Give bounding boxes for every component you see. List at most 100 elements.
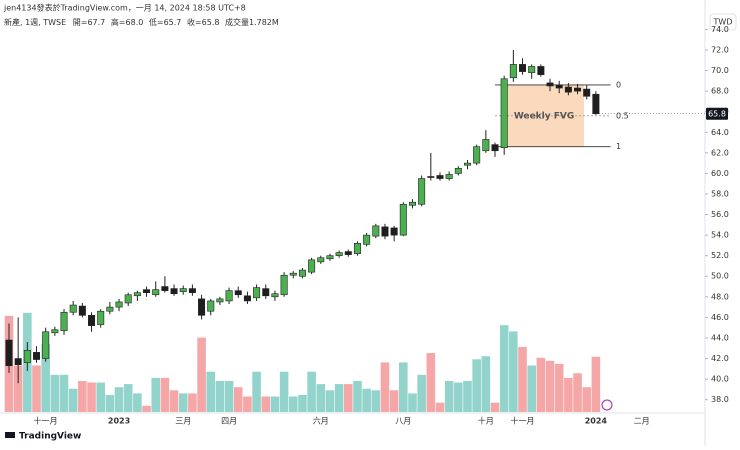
candle-body — [363, 234, 371, 245]
candle-body — [436, 175, 444, 179]
fvg-level-label: 0 — [616, 80, 621, 89]
candle-body — [298, 269, 306, 277]
fvg-level-label: 1 — [616, 142, 621, 151]
volume-bar — [243, 396, 252, 412]
volume-bar — [371, 390, 381, 412]
y-tick-label: 50.0 — [711, 272, 729, 281]
y-tick-label: 44.0 — [711, 333, 729, 342]
volume-bar — [59, 374, 69, 412]
volume-bar — [188, 393, 197, 412]
volume-bar — [545, 360, 555, 412]
candle-body — [528, 66, 536, 73]
volume-bar — [41, 343, 50, 412]
candle-body — [88, 315, 96, 326]
candle-body — [124, 294, 132, 304]
fvg-label: Weekly FVG — [514, 111, 574, 121]
candle-body — [198, 298, 206, 316]
x-tick-label: 2023 — [108, 417, 130, 426]
y-tick-label: 40.0 — [711, 375, 729, 384]
volume-bar — [435, 402, 445, 412]
candle-body — [216, 298, 224, 303]
volume-bar — [463, 381, 472, 412]
volume-bar — [426, 353, 436, 412]
candle-body — [482, 139, 490, 152]
volume-bar — [142, 405, 151, 412]
volume-bar — [564, 377, 573, 412]
volume-bar — [215, 381, 225, 412]
volume-bar — [472, 359, 481, 412]
volume-bar — [591, 356, 601, 412]
candle-body — [519, 64, 527, 72]
y-tick-label: 48.0 — [711, 292, 729, 301]
volume-bar — [499, 325, 509, 412]
candle-body — [326, 255, 334, 260]
volume-bar — [325, 390, 335, 412]
volume-bar — [68, 388, 78, 412]
candle-body — [592, 93, 600, 115]
volume-bar — [224, 381, 234, 412]
y-tick-label: 52.0 — [711, 251, 729, 260]
candle-body — [473, 146, 481, 164]
x-tick-label: 三月 — [175, 417, 191, 426]
x-tick-label: 十一月 — [34, 416, 58, 426]
y-tick-label: 38.0 — [711, 395, 729, 404]
volume-bar — [197, 337, 206, 412]
volume-bar — [518, 346, 527, 412]
volume-bar — [362, 388, 371, 412]
currency-box[interactable] — [709, 13, 737, 31]
candle-body — [179, 288, 187, 292]
close: 收=65.8 — [187, 17, 220, 27]
event-icon[interactable] — [601, 399, 613, 411]
candle-body — [33, 352, 41, 360]
candle-body — [537, 66, 545, 75]
low: 低=65.7 — [149, 17, 182, 27]
candle-body — [555, 84, 563, 89]
candle-body — [23, 349, 31, 363]
candle-body — [308, 259, 316, 273]
price-pane: 0 0.5 1 Weekly FVG — [5, 49, 705, 384]
volume-bar — [13, 365, 23, 412]
candle-body — [106, 306, 114, 312]
candle-body — [408, 201, 416, 206]
y-tick-label: 60.0 — [711, 169, 729, 178]
volume-bar — [114, 387, 124, 412]
candle-body — [564, 86, 572, 93]
candle-body — [69, 304, 77, 313]
currency: TWD — [713, 18, 733, 27]
candle-body — [271, 293, 279, 298]
candle-body — [42, 331, 50, 359]
candle-body — [353, 243, 361, 254]
volume-bar — [454, 382, 463, 412]
y-tick-label: 70.0 — [711, 66, 729, 75]
candle-body — [207, 300, 215, 312]
open: 開=67.7 — [73, 18, 106, 27]
y-tick-label: 54.0 — [711, 231, 729, 240]
volume-bar — [380, 362, 390, 412]
legend-header: 新產, 1週, TWSE 開=67.7 高=68.0 低=65.7 收=65.8… — [4, 17, 279, 27]
volume-bar — [316, 384, 326, 412]
candle-body — [133, 292, 141, 297]
volume-bar — [298, 394, 307, 412]
volume-bar — [307, 371, 316, 412]
logo-text: TradingView — [19, 432, 81, 442]
x-tick-label: 2024 — [585, 417, 608, 426]
candle-body — [253, 287, 261, 299]
y-tick-label: 42.0 — [711, 354, 729, 363]
y-tick-label: 68.0 — [711, 87, 729, 96]
candle-body — [60, 311, 68, 332]
candle-body — [262, 288, 270, 297]
byline: jen4134發表於TradingView.com，一月 14, 2024 18… — [3, 3, 246, 13]
candle-body — [5, 339, 13, 367]
volume-bar — [554, 363, 564, 412]
x-tick-label: 十一月 — [511, 416, 535, 426]
volume-bar — [32, 365, 41, 412]
volume-bar — [509, 331, 518, 412]
candle-body — [115, 301, 123, 308]
volume-bar — [490, 402, 500, 412]
candle-body — [500, 78, 508, 148]
candle-body — [399, 203, 407, 236]
candle-body — [344, 251, 352, 255]
candle-body — [97, 310, 105, 325]
